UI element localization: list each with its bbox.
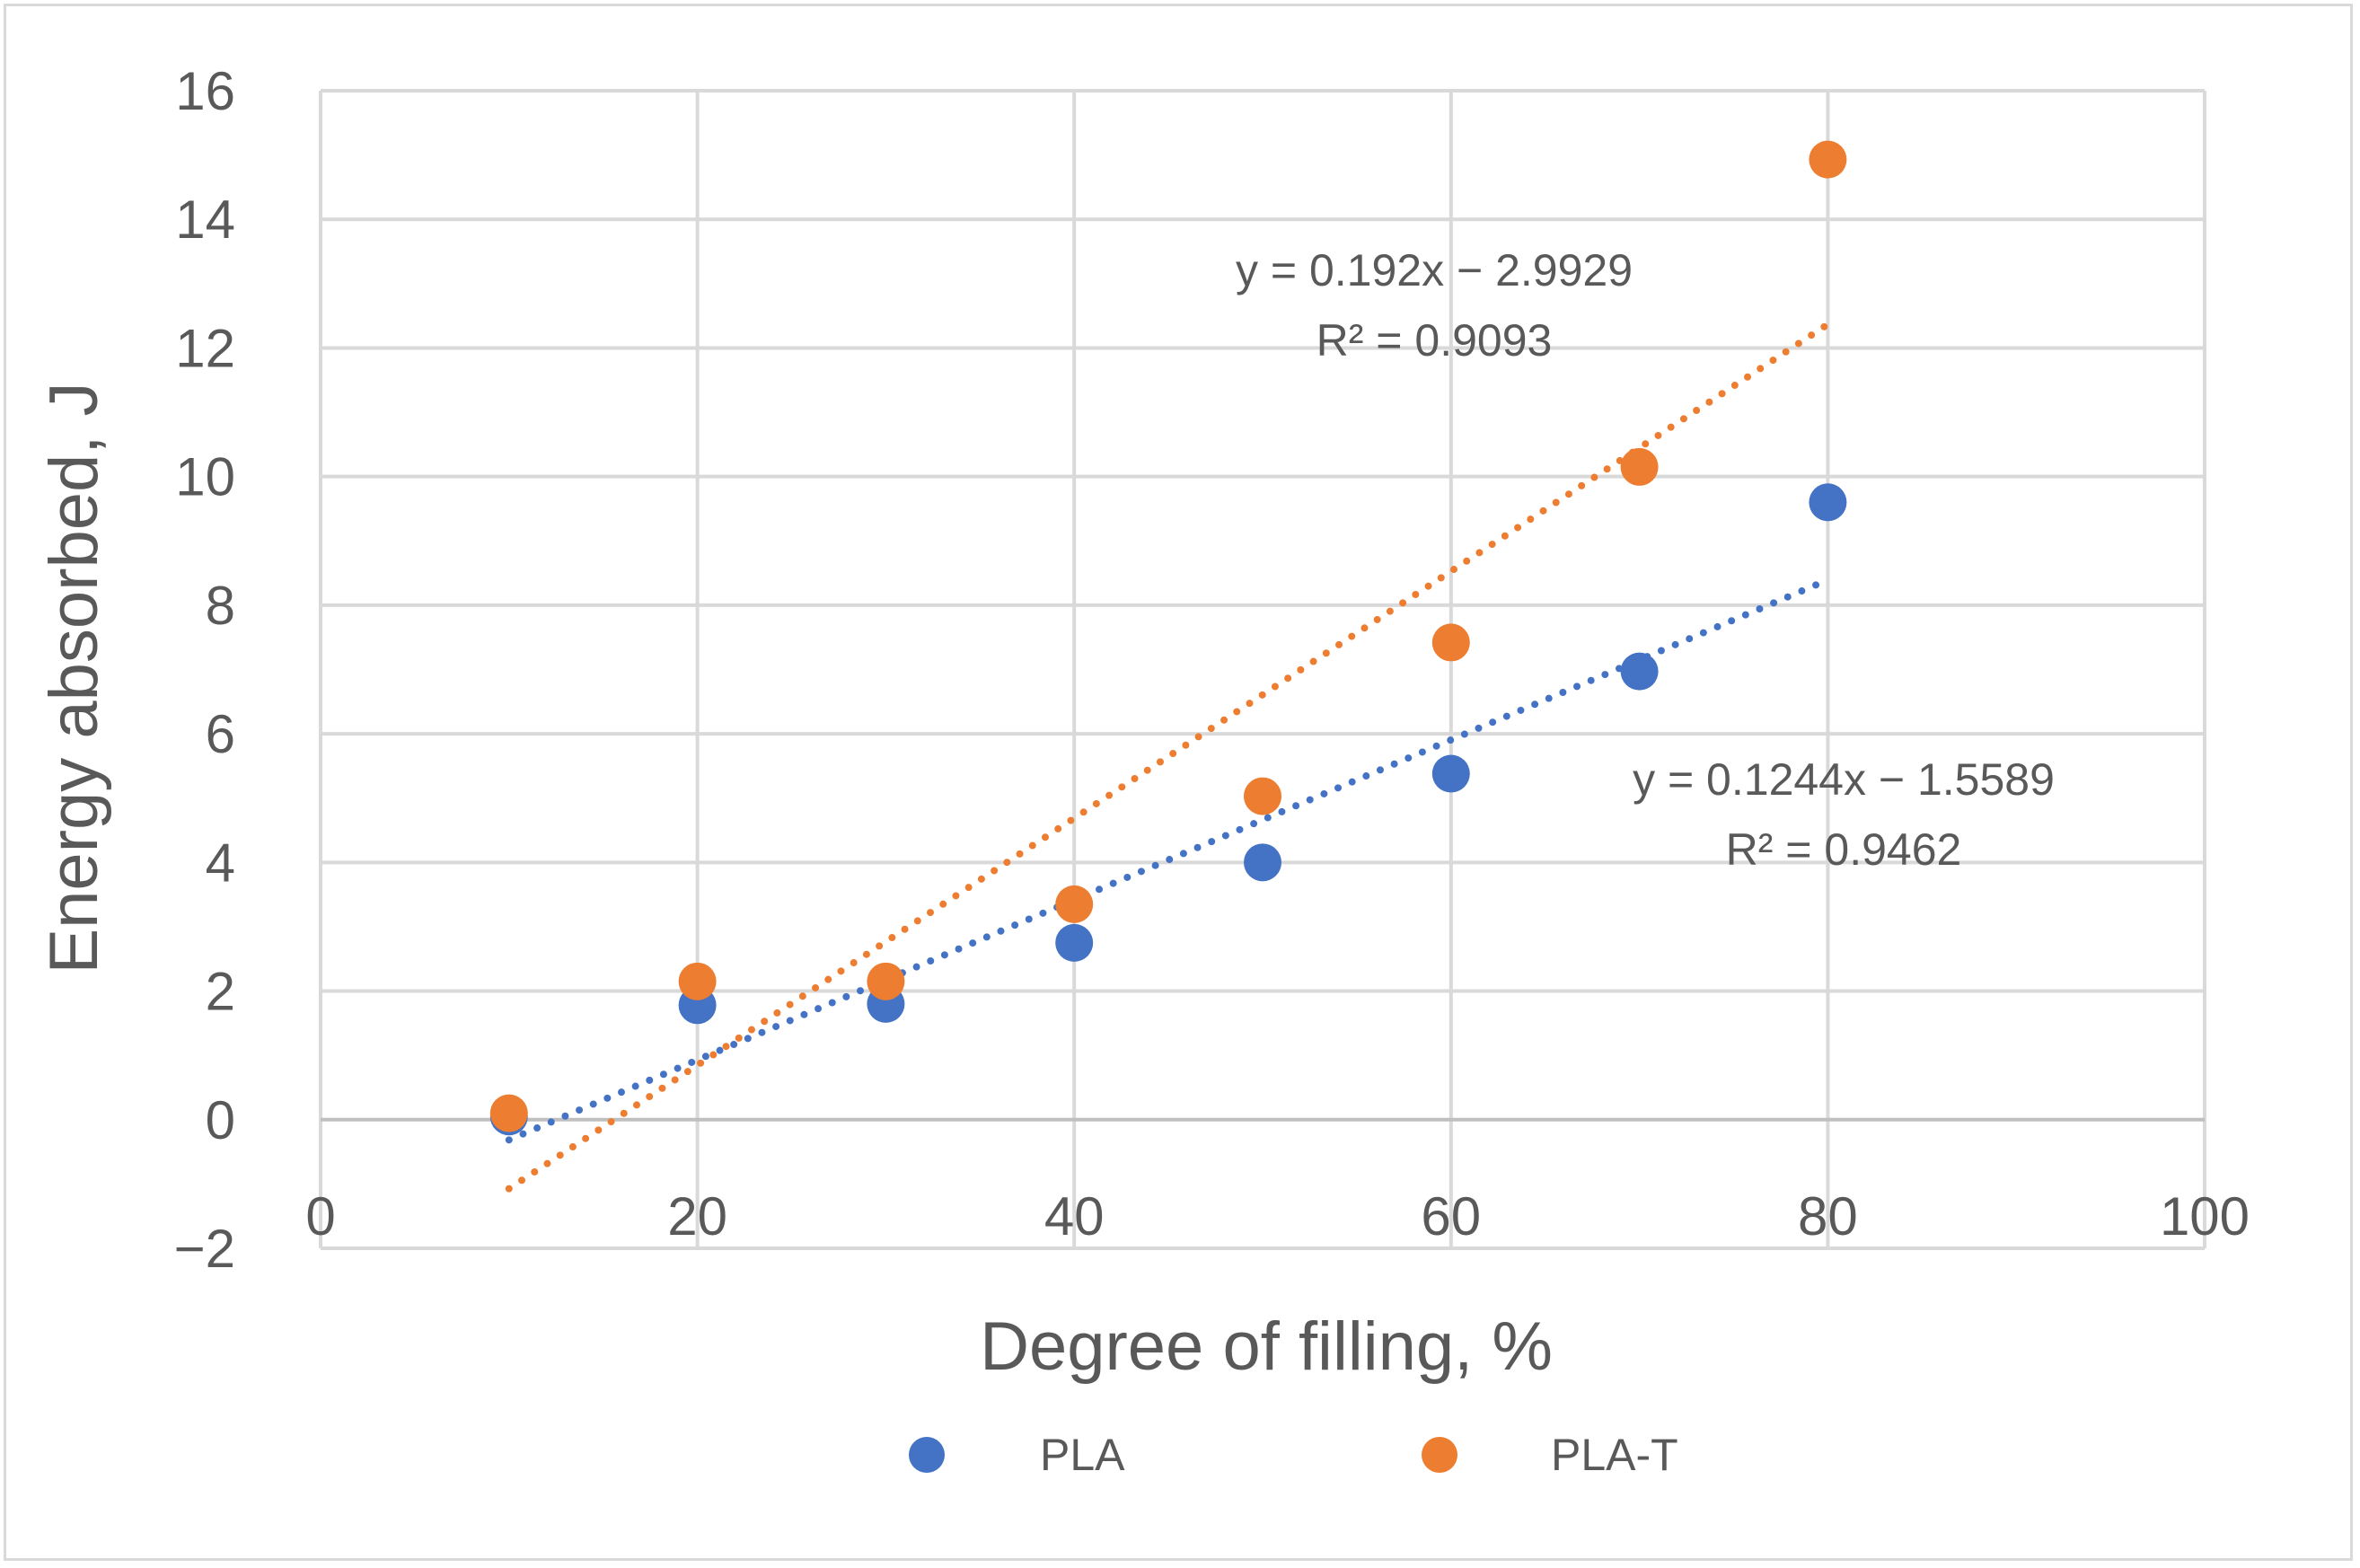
legend-marker-pla-t	[1422, 1437, 1457, 1473]
point-pla-70	[1620, 652, 1659, 691]
pla-trendline-r2: R² = 0.9462	[1726, 824, 1962, 875]
point-pla-60	[1431, 754, 1470, 793]
point-pla-t-10	[489, 1094, 528, 1132]
pla-t-trendline-r2: R² = 0.9093	[1316, 315, 1553, 366]
legend-label-pla-t: PLA-T	[1551, 1430, 1678, 1480]
point-pla-t-30	[867, 962, 905, 1000]
y-tick-label-2: 2	[206, 962, 235, 1022]
trendlines	[505, 321, 1832, 1193]
y-tick-label-8: 8	[206, 576, 235, 636]
x-tick-label-60: 60	[1421, 1186, 1481, 1246]
point-pla-t-20	[678, 962, 717, 1000]
y-tick-label-12: 12	[175, 318, 235, 378]
point-pla-80	[1809, 483, 1847, 522]
tick-labels: 0 20 40 60 80 100 −2 0 2 4 6 8 10 12 14 16	[174, 61, 2250, 1279]
pla-trendline-equation: y = 0.1244x − 1.5589	[1633, 754, 2055, 805]
legend: PLA PLA-T	[909, 1430, 1678, 1480]
chart-frame	[4, 4, 2353, 1561]
x-tick-label-0: 0	[305, 1186, 335, 1246]
point-pla-50	[1244, 843, 1281, 882]
legend-marker-pla	[909, 1437, 945, 1473]
point-pla-40	[1055, 923, 1094, 962]
y-tick-label-0: 0	[206, 1090, 235, 1150]
y-tick-label-14: 14	[175, 189, 235, 250]
y-tick-label-4: 4	[206, 832, 235, 893]
point-pla-t-50	[1244, 777, 1281, 815]
point-pla-t-80	[1809, 140, 1847, 179]
y-tick-label-6: 6	[206, 704, 235, 764]
legend-label-pla: PLA	[1040, 1430, 1125, 1480]
point-pla-t-40	[1055, 885, 1094, 923]
x-tick-label-100: 100	[2160, 1186, 2250, 1246]
point-pla-t-60	[1431, 623, 1470, 662]
x-tick-label-40: 40	[1044, 1186, 1105, 1246]
y-tick-label-16: 16	[175, 61, 235, 121]
data-points	[489, 140, 1847, 1136]
y-tick-label-10: 10	[175, 447, 235, 507]
y-axis-title: Energy absorbed, J	[36, 382, 112, 973]
point-pla-t-70	[1620, 447, 1659, 486]
x-tick-label-80: 80	[1798, 1186, 1858, 1246]
y-tick-label-neg2: −2	[174, 1219, 235, 1279]
x-axis-title: Degree of filling, %	[980, 1308, 1553, 1385]
trendline-pla-t	[505, 321, 1832, 1193]
trendline-pla	[505, 576, 1832, 1144]
pla-t-trendline-equation: y = 0.192x − 2.9929	[1236, 245, 1633, 295]
x-tick-label-20: 20	[667, 1186, 727, 1246]
